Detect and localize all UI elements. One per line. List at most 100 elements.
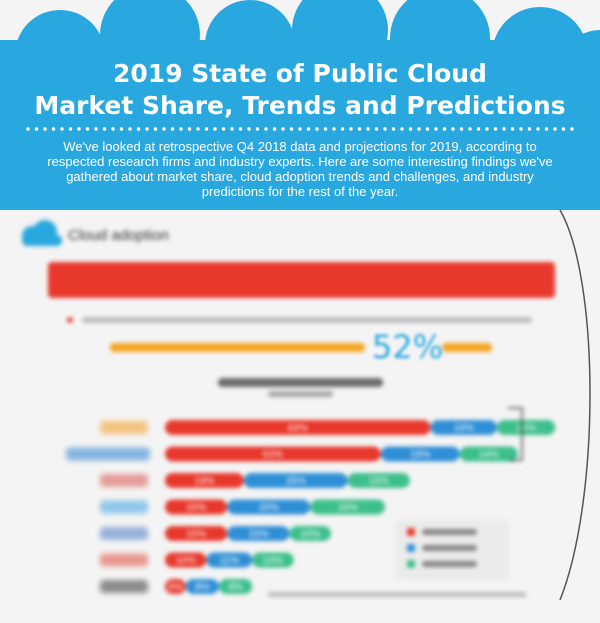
cloud-puff xyxy=(560,30,600,110)
bar-value-label: 18% xyxy=(338,503,358,514)
divider-dot xyxy=(51,127,56,131)
divider-dot xyxy=(340,127,345,131)
findings-banner xyxy=(48,262,555,298)
divider-dot xyxy=(349,127,353,131)
divider-dot xyxy=(213,127,217,131)
divider-dot xyxy=(468,127,472,131)
divider-dot xyxy=(60,127,64,131)
divider-dot xyxy=(247,127,251,131)
bar-value-label: 15% xyxy=(186,529,206,540)
bar-aws-s2 xyxy=(430,420,497,435)
bar-ibm-cloud-s2 xyxy=(227,499,311,515)
highlight-percentage: 52% xyxy=(372,328,444,366)
divider-dot xyxy=(136,127,141,131)
divider-dot xyxy=(111,127,115,131)
bar-value-label: 20% xyxy=(259,503,279,514)
bar-ibm-cloud-s3 xyxy=(310,499,385,515)
divider-dot xyxy=(332,127,336,131)
divider-dot xyxy=(425,127,430,131)
provider-logo-ibm-cloud xyxy=(100,500,148,514)
divider-dot xyxy=(179,127,183,131)
divider-dot xyxy=(187,127,192,131)
bar-value-label: 14% xyxy=(516,423,536,434)
bar-oracle-s2 xyxy=(206,552,253,568)
bullet-dot xyxy=(67,317,73,323)
divider-dot xyxy=(230,127,234,131)
divider-dot xyxy=(536,127,540,131)
cloud-puff xyxy=(100,0,200,85)
divider-dot xyxy=(510,127,515,131)
divider-dot xyxy=(527,127,532,131)
cloud-puff xyxy=(15,10,105,100)
legend-label-blur xyxy=(422,545,477,551)
divider-dot xyxy=(357,127,362,131)
divider-dot xyxy=(306,127,311,131)
divider-dot xyxy=(119,127,124,131)
divider-dot xyxy=(544,127,549,131)
decorative-arc xyxy=(559,209,591,601)
blurred-highlight-suffix xyxy=(442,343,492,352)
divider-dot xyxy=(77,127,81,131)
cloud-puff xyxy=(292,0,388,78)
chart-subtitle-blur xyxy=(268,391,333,397)
chart-title-blur xyxy=(218,378,383,387)
divider-dot xyxy=(400,127,404,131)
divider-dot xyxy=(485,127,489,131)
bar-value-label: 8% xyxy=(195,582,210,593)
bar-value-label: 14% xyxy=(479,450,499,461)
intro-paragraph: We've looked at retrospective Q4 2018 da… xyxy=(47,139,553,199)
cloud-icon-base xyxy=(22,235,62,246)
provider-logo-microsoft-azure xyxy=(66,447,150,461)
divider-dot xyxy=(323,127,328,131)
legend-label-blur xyxy=(422,529,477,535)
divider-dot xyxy=(315,127,319,131)
bar-microsoft-azure-s3 xyxy=(459,446,518,462)
provider-logo-google-cloud xyxy=(100,474,148,487)
divider-dot xyxy=(85,127,90,131)
page-title-line1: 2019 State of Public Cloud xyxy=(113,59,487,88)
divider-dot xyxy=(434,127,438,131)
cloud-header xyxy=(0,0,600,210)
divider-dot xyxy=(43,127,47,131)
bar-ibm-cloud-s1 xyxy=(165,499,228,515)
bar-value-label: 11% xyxy=(220,556,239,567)
divider-dot xyxy=(459,127,464,131)
divider-dot xyxy=(272,127,277,131)
divider-dot xyxy=(476,127,481,131)
divider-dot xyxy=(281,127,285,131)
bar-google-cloud-s3 xyxy=(347,473,410,488)
divider-dot xyxy=(570,127,574,131)
title-divider xyxy=(26,127,574,131)
divider-dot xyxy=(408,127,413,131)
legend-swatch xyxy=(407,544,415,552)
bar-microsoft-azure-s2 xyxy=(380,446,460,462)
bar-oracle-s3 xyxy=(252,552,294,568)
bar-value-label: 25% xyxy=(286,476,306,487)
divider-dot xyxy=(204,127,209,131)
legend-swatch xyxy=(407,528,415,536)
divider-dot xyxy=(128,127,132,131)
divider-dot xyxy=(374,127,379,131)
bar-value-label: 19% xyxy=(410,450,430,461)
divider-dot xyxy=(170,127,175,131)
divider-dot xyxy=(221,127,226,131)
bar-value-label: 15% xyxy=(369,476,389,487)
bar-value-label: 8% xyxy=(228,582,243,593)
bar-value-label: 10% xyxy=(300,529,320,540)
divider-dot xyxy=(153,127,158,131)
bar-vmware-s3 xyxy=(289,526,331,541)
divider-dot xyxy=(264,127,268,131)
cloud-adoption-section xyxy=(22,220,555,597)
legend-swatch xyxy=(407,560,415,568)
bar-alibaba-s1 xyxy=(165,579,186,594)
divider-dot xyxy=(553,127,557,131)
divider-dot xyxy=(289,127,294,131)
bar-value-label: 5% xyxy=(168,582,183,593)
bar-microsoft-azure-s1 xyxy=(165,446,381,462)
bar-value-label: 64% xyxy=(288,423,308,434)
bar-value-label: 15% xyxy=(248,529,268,540)
bar-vmware-s1 xyxy=(165,526,228,541)
divider-dot xyxy=(391,127,396,131)
